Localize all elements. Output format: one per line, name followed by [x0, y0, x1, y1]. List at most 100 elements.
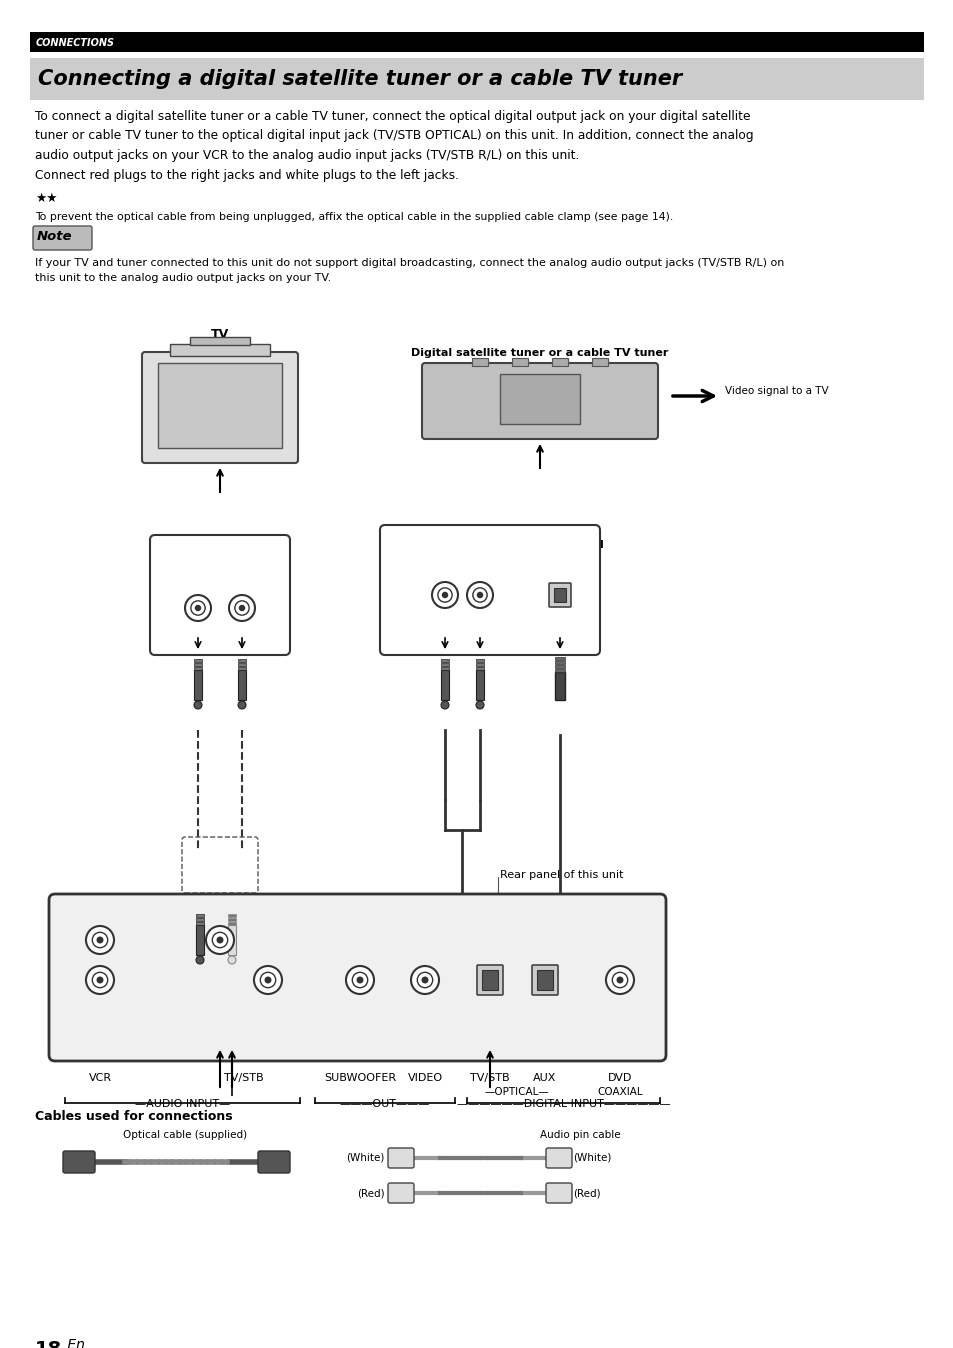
Circle shape — [467, 582, 493, 608]
Bar — [476, 667, 483, 670]
Bar — [193, 670, 202, 700]
Circle shape — [92, 972, 108, 988]
Bar — [195, 925, 204, 954]
Bar — [237, 670, 246, 700]
Text: TV/STB: TV/STB — [224, 1073, 264, 1082]
Circle shape — [86, 926, 113, 954]
Circle shape — [96, 976, 103, 984]
Bar — [554, 588, 565, 603]
Circle shape — [194, 605, 201, 611]
Text: TV: TV — [211, 328, 229, 341]
Circle shape — [473, 588, 487, 603]
Circle shape — [213, 933, 228, 948]
Circle shape — [421, 976, 428, 984]
Circle shape — [195, 956, 204, 964]
Circle shape — [193, 701, 202, 709]
Text: (Red): (Red) — [357, 1188, 385, 1198]
Circle shape — [346, 967, 374, 993]
Bar — [472, 359, 488, 367]
Bar — [555, 665, 564, 669]
Bar — [195, 918, 204, 921]
Circle shape — [234, 601, 249, 615]
Bar — [476, 670, 483, 700]
Bar — [440, 659, 449, 662]
Text: Rear panel of this unit: Rear panel of this unit — [499, 869, 623, 880]
Bar — [537, 971, 553, 989]
Bar — [555, 669, 564, 673]
Text: TV/STB: TV/STB — [470, 1073, 509, 1082]
Bar — [476, 663, 483, 666]
Circle shape — [352, 972, 367, 988]
Circle shape — [260, 972, 275, 988]
Text: L: L — [238, 580, 246, 593]
Text: Digital satellite tuner or a cable TV tuner: Digital satellite tuner or a cable TV tu… — [411, 348, 668, 359]
FancyBboxPatch shape — [63, 1151, 95, 1173]
Text: ———OUT———: ———OUT——— — [339, 1099, 430, 1109]
Bar — [552, 359, 567, 367]
Text: VIDEO: VIDEO — [407, 1073, 442, 1082]
Bar — [193, 663, 202, 666]
Text: En: En — [63, 1339, 85, 1348]
FancyBboxPatch shape — [476, 965, 502, 995]
Circle shape — [437, 588, 452, 603]
Bar — [555, 661, 564, 665]
Circle shape — [440, 701, 449, 709]
Text: Note: Note — [37, 231, 72, 244]
Circle shape — [216, 937, 223, 944]
Bar — [158, 363, 282, 448]
Circle shape — [476, 701, 483, 709]
FancyBboxPatch shape — [33, 226, 91, 249]
Bar — [440, 670, 449, 700]
Text: AUX: AUX — [533, 1073, 557, 1082]
Circle shape — [86, 967, 113, 993]
Text: Analog audio
output: Analog audio output — [418, 541, 500, 562]
Bar — [499, 373, 579, 425]
Bar — [237, 667, 246, 670]
FancyBboxPatch shape — [545, 1148, 572, 1167]
Circle shape — [238, 605, 245, 611]
Text: (White): (White) — [346, 1153, 385, 1163]
Circle shape — [476, 592, 483, 599]
Text: If your TV and tuner connected to this unit do not support digital broadcasting,: If your TV and tuner connected to this u… — [35, 257, 783, 283]
Text: Optical cable (supplied): Optical cable (supplied) — [123, 1130, 247, 1140]
Text: Audio pin cable: Audio pin cable — [539, 1130, 619, 1140]
Bar — [193, 659, 202, 662]
Circle shape — [416, 972, 433, 988]
Text: DVD: DVD — [607, 1073, 632, 1082]
Circle shape — [441, 592, 448, 599]
Text: (White): (White) — [573, 1153, 611, 1163]
Circle shape — [228, 956, 235, 964]
Circle shape — [605, 967, 634, 993]
Bar — [190, 337, 250, 345]
Text: ——————DIGITAL INPUT——————: ——————DIGITAL INPUT—————— — [456, 1099, 670, 1109]
Text: To prevent the optical cable from being unplugged, affix the optical cable in th: To prevent the optical cable from being … — [35, 212, 673, 222]
Circle shape — [96, 937, 103, 944]
Text: 18: 18 — [35, 1340, 62, 1348]
Bar — [555, 673, 564, 700]
FancyBboxPatch shape — [150, 535, 290, 655]
Bar — [512, 359, 527, 367]
Bar — [476, 659, 483, 662]
Circle shape — [92, 933, 108, 948]
Bar — [228, 925, 235, 954]
FancyBboxPatch shape — [257, 1151, 290, 1173]
Bar — [195, 914, 204, 917]
FancyBboxPatch shape — [142, 352, 297, 462]
Circle shape — [253, 967, 282, 993]
Bar — [30, 32, 923, 53]
Text: —AUDIO INPUT—: —AUDIO INPUT— — [134, 1099, 230, 1109]
FancyBboxPatch shape — [388, 1184, 414, 1202]
Text: ★★: ★★ — [35, 191, 57, 205]
Text: Optical digital
output: Optical digital output — [516, 541, 603, 562]
Bar — [440, 663, 449, 666]
FancyBboxPatch shape — [379, 524, 599, 655]
Bar — [237, 659, 246, 662]
Circle shape — [237, 701, 246, 709]
Circle shape — [356, 976, 363, 984]
Circle shape — [411, 967, 438, 993]
Bar — [237, 663, 246, 666]
Text: Connecting a digital satellite tuner or a cable TV tuner: Connecting a digital satellite tuner or … — [38, 69, 681, 89]
Text: Video signal to a TV: Video signal to a TV — [724, 386, 828, 396]
Bar — [440, 667, 449, 670]
Bar — [228, 918, 235, 921]
